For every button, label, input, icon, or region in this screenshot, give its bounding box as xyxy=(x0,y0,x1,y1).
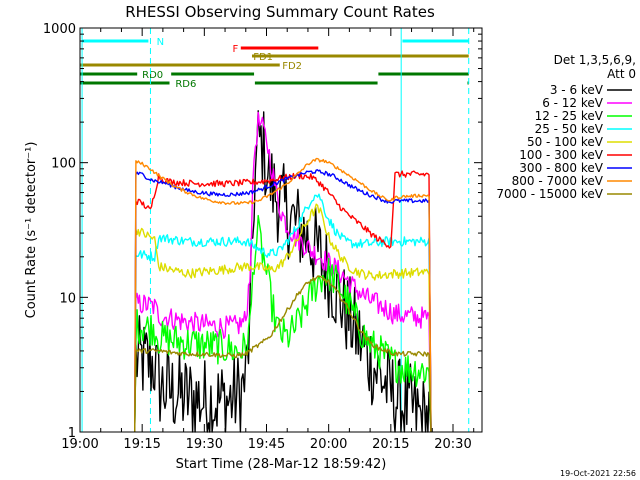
legend-entry-label: 25 - 50 keV xyxy=(535,122,604,136)
flag-bar-label: FD2 xyxy=(282,61,302,72)
legend-entry-label: 3 - 6 keV xyxy=(550,83,604,97)
flag-bar-label: FD1 xyxy=(253,52,273,63)
axes: 19:00 19:15 19:30 19:45 20:00 20:15 20:30 1 10 10… xyxy=(43,22,482,452)
x-tick-label: 20:00 xyxy=(310,437,347,452)
series-lines xyxy=(134,110,432,433)
legend-entry-label: 800 - 7000 keV xyxy=(512,174,604,188)
flag-bars: N F FD1 FD2 RD0 RD6 xyxy=(80,37,469,90)
legend-entry-label: 50 - 100 keV xyxy=(527,135,604,149)
vertical-markers xyxy=(81,28,470,432)
x-axis-label: Start Time (28-Mar-12 18:59:42) xyxy=(176,457,387,472)
legend-header: Att 0 xyxy=(607,67,636,81)
flag-bar-label: RD0 xyxy=(142,70,163,81)
series-line xyxy=(134,170,432,433)
legend-entry-label: 7000 - 15000 keV xyxy=(496,187,603,201)
flag-bar-label: N xyxy=(157,37,164,48)
y-axis-label: Count Rate (s⁻¹ detector⁻¹) xyxy=(24,142,39,319)
series-line xyxy=(134,193,432,433)
series-line xyxy=(134,275,432,433)
x-tick-label: 19:30 xyxy=(186,437,223,452)
flag-bar-label: F xyxy=(233,44,239,55)
legend-entry-label: 6 - 12 keV xyxy=(542,96,604,110)
series-line xyxy=(134,203,432,433)
x-tick-label: 19:15 xyxy=(123,437,160,452)
legend-entry-label: 100 - 300 keV xyxy=(519,148,603,162)
y-tick-label: 1000 xyxy=(43,22,76,37)
legend-header: Det 1,3,5,6,9, xyxy=(554,53,636,67)
x-tick-label: 19:45 xyxy=(248,437,285,452)
timestamp: 19-Oct-2021 22:56 xyxy=(560,469,636,478)
y-tick-label: 1 xyxy=(68,426,76,441)
x-tick-label: 20:15 xyxy=(372,437,409,452)
series-line xyxy=(134,111,432,433)
legend-entry-label: 12 - 25 keV xyxy=(535,109,604,123)
flag-bar-label: RD6 xyxy=(175,79,196,90)
x-tick-label: 19:00 xyxy=(61,437,98,452)
y-tick-label: 10 xyxy=(59,291,76,306)
x-tick-label: 20:30 xyxy=(434,437,471,452)
plot-frame xyxy=(79,27,483,433)
y-tick-label: 100 xyxy=(51,157,76,172)
legend-entry-label: 300 - 800 keV xyxy=(519,161,603,175)
series-line xyxy=(134,157,432,433)
chart-title: RHESSI Observing Summary Count Rates xyxy=(125,3,435,21)
series-line xyxy=(134,110,432,433)
